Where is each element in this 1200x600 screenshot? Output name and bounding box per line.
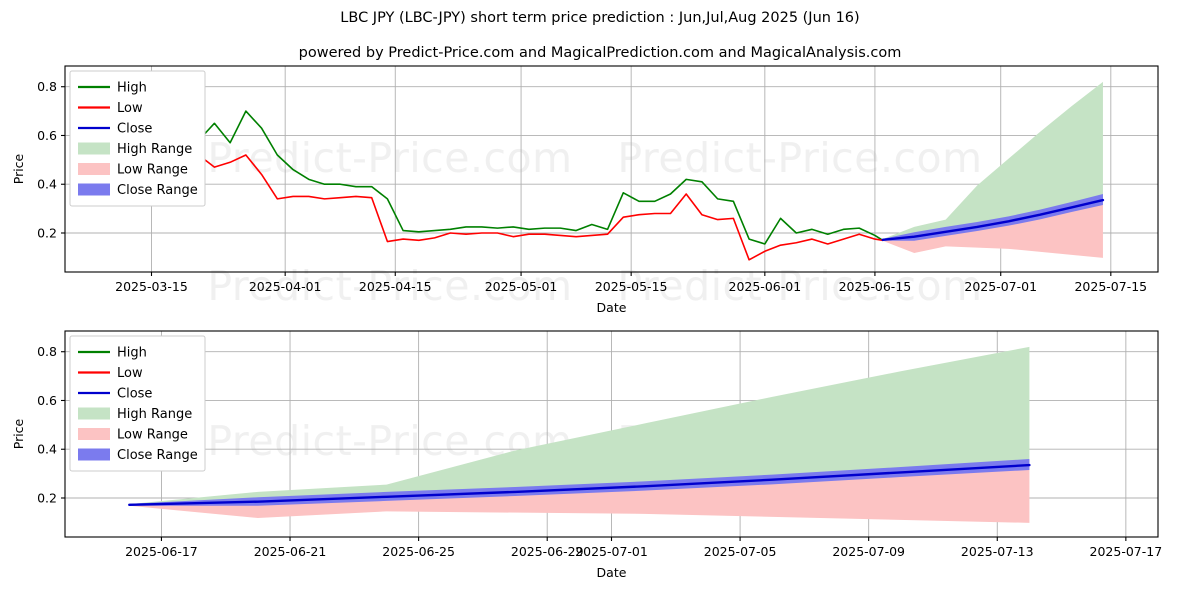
x-tick-label: 2025-06-17: [125, 544, 198, 559]
legend-patch-swatch: [78, 428, 110, 440]
legend-patch-swatch: [78, 163, 110, 175]
x-tick-label: 2025-07-05: [704, 544, 777, 559]
legend-label: Low: [117, 366, 143, 381]
legend-item-high[interactable]: High: [78, 346, 147, 361]
legend-item-high-range[interactable]: High Range: [78, 407, 192, 422]
legend-item-low[interactable]: Low: [78, 101, 143, 116]
band-high-range: [129, 346, 1030, 505]
legend-label: Low: [117, 101, 143, 116]
band-close-range: [882, 193, 1103, 241]
page-title: LBC JPY (LBC-JPY) short term price predi…: [340, 10, 860, 26]
x-tick-label: 2025-07-15: [1074, 279, 1147, 294]
chart-panel-top: Predict-Price.com Predict-Price.com Predic…: [11, 65, 1159, 315]
x-tick-label: 2025-07-13: [961, 544, 1034, 559]
legend-label: High: [117, 81, 147, 96]
y-tick-label: 0.6: [37, 128, 57, 143]
x-axis: 2025-06-17 2025-06-21 2025-06-25 2025-06-29…: [125, 537, 1162, 559]
x-tick-label: 2025-05-01: [485, 279, 558, 294]
legend-label: High Range: [117, 142, 192, 157]
x-tick-label: 2025-06-01: [729, 279, 802, 294]
x-axis-label: Date: [597, 300, 627, 315]
legend-label: Low Range: [117, 163, 188, 178]
legend-item-low-range[interactable]: Low Range: [78, 428, 188, 443]
legend[interactable]: High Low Close High Range Low Range Close Ran…: [69, 335, 206, 472]
legend-item-close[interactable]: Close: [78, 387, 152, 402]
legend-label: Low Range: [117, 428, 188, 443]
legend[interactable]: High Low Close High Range Low Range Close Ran…: [69, 70, 206, 207]
y-tick-label: 0.4: [37, 177, 57, 192]
legend-label: High: [117, 346, 147, 361]
x-tick-label: 2025-05-15: [595, 279, 668, 294]
legend-item-close-range[interactable]: Close Range: [78, 448, 198, 463]
legend-item-low[interactable]: Low: [78, 366, 143, 381]
legend-item-close[interactable]: Close: [78, 122, 152, 137]
x-tick-label: 2025-06-25: [382, 544, 455, 559]
y-tick-label: 0.8: [37, 344, 57, 359]
legend-item-close-range[interactable]: Close Range: [78, 183, 198, 198]
x-tick-label: 2025-07-01: [575, 544, 648, 559]
x-axis: 2025-03-15 2025-04-01 2025-04-15 2025-05-01…: [115, 272, 1147, 294]
legend-patch-swatch: [78, 142, 110, 155]
chart-panel-bottom: Predict-Price.comPredict-Price.com0.20.4…: [0, 300, 1200, 600]
x-tick-label: 2025-07-17: [1090, 544, 1163, 559]
x-tick-label: 2025-07-09: [832, 544, 905, 559]
y-axis-label: Price: [11, 418, 26, 449]
x-tick-label: 2025-04-15: [359, 279, 432, 294]
band-close-range: [129, 458, 1030, 506]
watermark-text: Predict-Price.com: [207, 262, 572, 310]
legend-label: Close Range: [117, 183, 198, 198]
chart-svg-top: Predict-Price.com Predict-Price.com Predic…: [11, 65, 1159, 315]
series-line-low: [87, 154, 884, 261]
band-high-range: [882, 81, 1103, 240]
y-axis: 0.2 0.4 0.6 0.8: [37, 79, 65, 240]
x-tick-label: 2025-04-01: [249, 279, 322, 294]
plot-area: [128, 346, 1031, 523]
y-tick-label: 0.4: [37, 442, 57, 457]
chart-svg-bottom: Predict-Price.comPredict-Price.com0.20.4…: [11, 330, 1162, 580]
legend-item-low-range[interactable]: Low Range: [78, 163, 188, 178]
legend-label: High Range: [117, 407, 192, 422]
plot-area: [87, 81, 1105, 261]
legend-label: Close Range: [117, 448, 198, 463]
x-tick-label: 2025-06-21: [254, 544, 327, 559]
y-axis: 0.2 0.4 0.6 0.8: [37, 344, 65, 505]
legend-patch-swatch: [78, 183, 110, 196]
x-tick-label: 2025-03-15: [115, 279, 188, 294]
y-tick-label: 0.6: [37, 393, 57, 408]
series-line-high: [87, 110, 884, 245]
x-tick-label: 2025-06-29: [511, 544, 584, 559]
page-subtitle: powered by Predict-Price.com and Magical…: [298, 45, 902, 61]
y-axis-label: Price: [11, 153, 26, 184]
axes-frame: [64, 65, 1159, 273]
y-tick-label: 0.8: [37, 79, 57, 94]
x-tick-label: 2025-06-15: [839, 279, 912, 294]
legend-patch-swatch: [78, 407, 110, 420]
x-tick-label: 2025-07-01: [964, 279, 1037, 294]
y-tick-label: 0.2: [37, 225, 57, 240]
watermark-text: Predict-Price.com: [617, 262, 982, 310]
legend-label: Close: [117, 122, 152, 137]
y-tick-label: 0.2: [37, 490, 57, 505]
legend-patch-swatch: [78, 448, 110, 461]
legend-label: Close: [117, 387, 152, 402]
series-line-close: [128, 463, 1031, 507]
legend-item-high[interactable]: High: [78, 81, 147, 96]
series-line-close: [881, 198, 1105, 242]
watermark-text: Predict-Price.com: [617, 134, 982, 182]
x-axis-label: Date: [597, 565, 627, 580]
watermark: Predict-Price.com Predict-Price.com Predic…: [207, 134, 982, 310]
legend-item-high-range[interactable]: High Range: [78, 142, 192, 157]
watermark-text: Predict-Price.com: [207, 134, 572, 182]
